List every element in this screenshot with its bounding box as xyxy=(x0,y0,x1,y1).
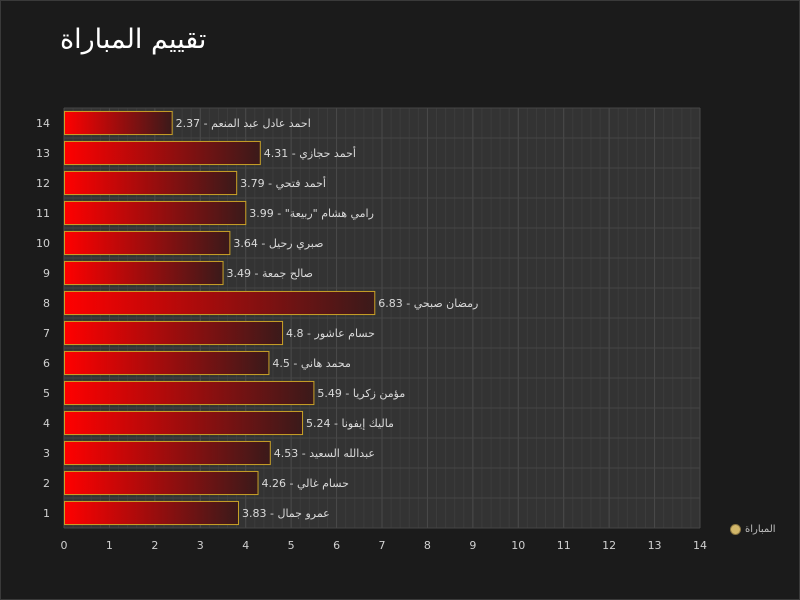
y-tick-label: 1 xyxy=(43,507,50,520)
x-tick-label: 11 xyxy=(557,539,571,552)
y-tick-label: 6 xyxy=(43,357,50,370)
bar xyxy=(64,380,315,406)
bar-data-label: محمد هاني - 4.5 xyxy=(272,357,351,370)
y-tick-label: 9 xyxy=(43,267,50,280)
bar-data-label: احمد عادل عبد المنعم - 2.37 xyxy=(176,117,311,130)
bar xyxy=(64,230,231,256)
y-tick-label: 3 xyxy=(43,447,50,460)
bar xyxy=(64,410,304,436)
x-tick-label: 14 xyxy=(693,539,707,552)
bar-data-label: ماليك إيفونا - 5.24 xyxy=(306,417,394,430)
y-tick-label: 2 xyxy=(43,477,50,490)
y-tick-label: 4 xyxy=(43,417,50,430)
bar xyxy=(64,440,271,466)
x-tick-label: 6 xyxy=(333,539,340,552)
bar-data-label: أحمد فتحي - 3.79 xyxy=(240,176,326,190)
bar-data-label: صالح جمعة - 3.49 xyxy=(227,267,313,280)
bar xyxy=(64,350,270,376)
x-tick-label: 0 xyxy=(61,539,68,552)
bar xyxy=(64,110,173,136)
x-tick-label: 3 xyxy=(197,539,204,552)
x-tick-label: 8 xyxy=(424,539,431,552)
x-tick-label: 13 xyxy=(648,539,662,552)
bar xyxy=(64,140,261,166)
y-tick-label: 5 xyxy=(43,387,50,400)
bar-data-label: عبدالله السعيد - 4.53 xyxy=(274,447,375,460)
legend-marker xyxy=(730,524,741,535)
bar-data-label: رامي هشام "ربيعة" - 3.99 xyxy=(249,207,374,220)
x-tick-label: 5 xyxy=(288,539,295,552)
bar xyxy=(64,500,239,526)
y-tick-label: 14 xyxy=(36,117,50,130)
bar-data-label: أحمد حجازي - 4.31 xyxy=(264,146,356,160)
bar-data-label: عمرو جمال - 3.83 xyxy=(242,507,330,520)
bar-data-label: رمضان صبحي - 6.83 xyxy=(378,297,478,310)
bar-data-label: مؤمن زكريا - 5.49 xyxy=(317,387,405,400)
legend-label: المباراة xyxy=(745,524,776,535)
chart-title: تقييم المباراة xyxy=(60,24,207,55)
x-tick-label: 10 xyxy=(511,539,525,552)
y-tick-label: 10 xyxy=(36,237,50,250)
y-tick-label: 12 xyxy=(36,177,50,190)
y-tick-label: 13 xyxy=(36,147,50,160)
x-tick-label: 7 xyxy=(379,539,386,552)
bar-data-label: صبري رحيل - 3.64 xyxy=(233,237,323,250)
x-tick-label: 2 xyxy=(151,539,158,552)
legend[interactable]: المباراة xyxy=(730,524,776,535)
y-tick-label: 11 xyxy=(36,207,50,220)
bar-data-label: حسام غالي - 4.26 xyxy=(262,477,349,490)
bar xyxy=(64,290,376,316)
bar-data-label: حسام عاشور - 4.8 xyxy=(286,327,375,340)
bar xyxy=(64,260,224,286)
y-tick-label: 7 xyxy=(43,327,50,340)
x-tick-label: 4 xyxy=(242,539,249,552)
bar xyxy=(64,470,259,496)
y-tick-label: 8 xyxy=(43,297,50,310)
bar xyxy=(64,320,284,346)
bar xyxy=(64,200,247,226)
x-tick-label: 9 xyxy=(469,539,476,552)
x-tick-label: 1 xyxy=(106,539,113,552)
x-tick-label: 12 xyxy=(602,539,616,552)
bar xyxy=(64,170,238,196)
